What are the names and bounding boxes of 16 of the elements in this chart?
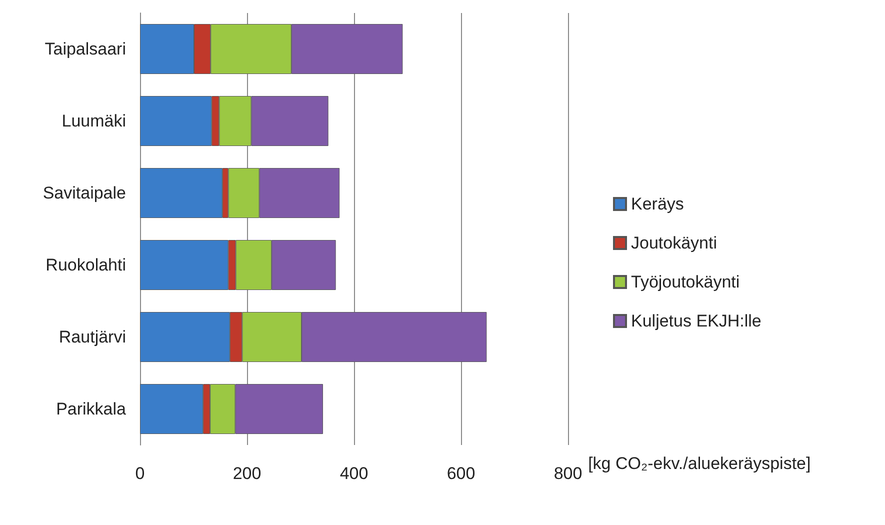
- y-tick-label: Parikkala: [56, 400, 127, 418]
- x-tick-label: 0: [135, 464, 145, 483]
- y-tick-label: Rautjärvi: [58, 328, 126, 346]
- y-tick-label: Ruokolahti: [46, 256, 126, 274]
- x-tick-label: 400: [340, 464, 368, 483]
- x-tick-label: 600: [446, 464, 476, 483]
- legend-label: Kuljetus EKJH:lle: [631, 312, 762, 330]
- legend-label: Työjoutokäynti: [631, 272, 740, 292]
- legend-label: Keräys: [631, 194, 684, 214]
- x-tick-label: 200: [232, 464, 262, 483]
- legend-label: Joutokäynti: [631, 234, 717, 252]
- x-axis-title: [kg CO₂-ekv./aluekeräyspiste]: [588, 454, 811, 473]
- y-tick-label: Savitaipale: [42, 184, 126, 202]
- y-tick-label: Luumäki: [62, 112, 126, 130]
- y-tick-label: Taipalsaari: [44, 40, 126, 58]
- x-tick-label: 800: [554, 464, 582, 483]
